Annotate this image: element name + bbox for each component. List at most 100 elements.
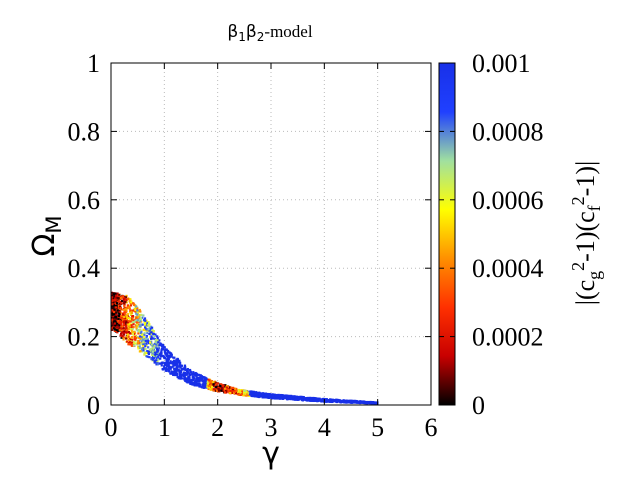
data-point bbox=[125, 317, 128, 320]
data-point bbox=[155, 359, 158, 362]
data-point bbox=[314, 397, 317, 400]
x-tick-label: 4 bbox=[318, 413, 331, 442]
data-point bbox=[140, 336, 144, 339]
data-point bbox=[209, 387, 212, 390]
data-point bbox=[278, 395, 281, 398]
data-point bbox=[123, 305, 126, 308]
data-point bbox=[197, 378, 200, 381]
data-point bbox=[293, 395, 296, 398]
data-point bbox=[286, 395, 289, 398]
data-point bbox=[162, 346, 165, 349]
data-point bbox=[111, 325, 114, 328]
data-point bbox=[183, 364, 187, 367]
data-point bbox=[324, 400, 327, 403]
data-point bbox=[183, 368, 186, 371]
data-point bbox=[151, 353, 154, 356]
data-point bbox=[172, 363, 175, 366]
data-point bbox=[122, 327, 125, 330]
data-point bbox=[155, 353, 158, 356]
data-point bbox=[258, 395, 261, 398]
data-point bbox=[165, 358, 168, 361]
data-point bbox=[141, 316, 144, 319]
data-point bbox=[138, 308, 141, 312]
data-point bbox=[154, 333, 157, 336]
data-point bbox=[138, 343, 142, 346]
data-point bbox=[160, 345, 164, 348]
data-point bbox=[118, 321, 121, 324]
data-point bbox=[131, 331, 134, 334]
data-point bbox=[121, 299, 124, 303]
data-point bbox=[122, 333, 125, 336]
data-point bbox=[128, 305, 131, 308]
data-point bbox=[285, 397, 289, 401]
data-point bbox=[121, 318, 125, 321]
data-point bbox=[140, 347, 143, 350]
data-point bbox=[205, 377, 208, 380]
data-point bbox=[195, 382, 199, 385]
data-point bbox=[150, 326, 154, 329]
data-point bbox=[153, 361, 156, 364]
data-point bbox=[156, 361, 159, 364]
data-point bbox=[175, 367, 179, 371]
data-point bbox=[348, 400, 351, 403]
data-point bbox=[172, 356, 175, 359]
data-point bbox=[217, 387, 220, 391]
data-point bbox=[285, 396, 288, 400]
data-point bbox=[119, 329, 123, 332]
data-point bbox=[116, 304, 119, 307]
data-point bbox=[373, 402, 376, 405]
data-point bbox=[145, 322, 149, 325]
data-point bbox=[126, 313, 130, 316]
data-point bbox=[209, 381, 213, 384]
data-point bbox=[171, 365, 174, 368]
data-point bbox=[144, 339, 147, 342]
data-point bbox=[131, 333, 135, 336]
data-point bbox=[256, 393, 260, 396]
data-point bbox=[202, 376, 205, 379]
data-point bbox=[177, 376, 181, 379]
data-point bbox=[118, 295, 121, 298]
data-point bbox=[123, 313, 126, 316]
data-point bbox=[113, 312, 116, 315]
data-point bbox=[113, 320, 116, 323]
data-point bbox=[256, 392, 259, 395]
data-point bbox=[321, 399, 325, 402]
data-point bbox=[143, 332, 146, 335]
colorbar-tick-label: 0.0006 bbox=[472, 186, 544, 215]
data-point bbox=[143, 351, 147, 354]
data-point bbox=[167, 367, 170, 371]
data-point bbox=[111, 306, 115, 309]
data-point bbox=[135, 316, 138, 319]
data-point bbox=[126, 337, 129, 340]
data-point bbox=[172, 373, 175, 377]
data-point bbox=[143, 333, 146, 336]
data-point bbox=[352, 400, 355, 404]
data-point bbox=[199, 374, 202, 377]
data-point bbox=[150, 331, 153, 334]
data-point bbox=[165, 369, 168, 372]
data-point bbox=[359, 400, 362, 403]
data-point bbox=[205, 386, 208, 389]
data-point bbox=[165, 352, 169, 356]
data-point bbox=[127, 306, 130, 309]
data-point bbox=[115, 306, 119, 309]
data-point bbox=[140, 319, 143, 322]
data-point bbox=[253, 395, 257, 398]
data-point bbox=[128, 307, 131, 310]
data-point bbox=[122, 298, 125, 301]
data-point bbox=[125, 336, 128, 339]
data-point bbox=[185, 373, 188, 376]
data-point bbox=[121, 325, 125, 328]
data-point bbox=[119, 316, 122, 319]
data-point bbox=[208, 379, 211, 382]
data-point bbox=[138, 345, 141, 348]
data-point bbox=[140, 342, 143, 345]
data-point bbox=[195, 372, 198, 375]
data-point bbox=[219, 384, 222, 388]
data-point bbox=[111, 312, 114, 315]
data-point bbox=[243, 389, 246, 392]
data-point bbox=[126, 333, 129, 336]
data-point bbox=[208, 382, 211, 385]
data-point bbox=[229, 386, 232, 389]
data-point bbox=[116, 321, 119, 324]
